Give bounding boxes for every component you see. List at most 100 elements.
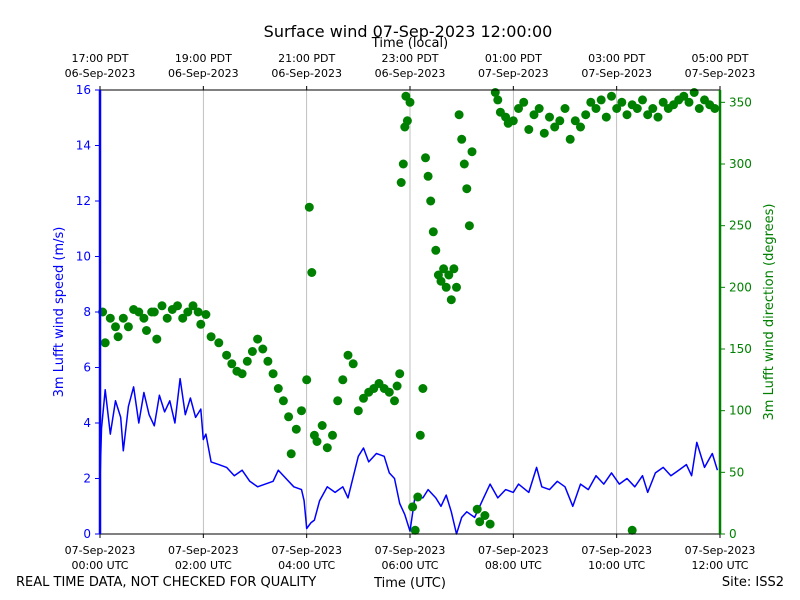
bottom-tick-date: 07-Sep-2023 [168,544,239,557]
wind-direction-point [545,112,554,122]
wind-direction-point [157,301,167,311]
wind-direction-point [297,406,306,416]
wind-direction-point [459,159,469,169]
left-tick-label: 10 [76,250,91,264]
bottom-tick-date: 07-Sep-2023 [65,544,136,557]
wind-direction-point [111,322,120,332]
right-tick-label: 0 [729,527,737,541]
left-tick-label: 6 [83,361,91,375]
wind-direction-point [317,421,327,430]
wind-direction-point [100,338,110,348]
left-tick-label: 4 [83,416,91,430]
wind-direction-point [359,393,368,403]
wind-direction-point [118,313,128,323]
wind-direction-point [227,359,237,369]
wind-direction-point [658,97,668,107]
top-tick-date: 07-Sep-2023 [581,67,652,80]
wind-direction-point [206,332,216,342]
wind-direction-point [278,396,288,406]
wind-direction-point [622,110,632,120]
right-tick-label: 350 [729,95,752,109]
wind-direction-point [519,97,529,107]
left-tick-label: 2 [83,472,91,486]
wind-direction-point [586,97,596,107]
left-axis-label: 3m Lufft wind speed (m/s) [52,227,67,398]
quality-disclaimer: REAL TIME DATA, NOT CHECKED FOR QUALITY [16,575,317,590]
right-tick-label: 300 [729,157,752,171]
wind-direction-point [428,227,438,237]
wind-direction-point [196,319,206,329]
left-tick-label: 0 [83,527,91,541]
wind-direction-point [415,430,425,440]
wind-speed-line [99,377,719,535]
wind-direction-point [485,519,495,529]
right-tick-label: 200 [729,280,752,294]
wind-direction-point [560,104,570,113]
top-tick-time: 01:00 PDT [485,52,542,65]
wind-direction-point [431,245,441,255]
bottom-tick-date: 07-Sep-2023 [375,544,446,557]
wind-direction-point [242,356,252,366]
wind-direction-point [524,125,534,134]
wind-direction-point [348,359,358,369]
wind-direction-point [462,184,472,194]
wind-direction-point [322,443,332,453]
wind-direction-point [694,104,704,113]
wind-direction-point [398,159,408,169]
wind-direction-point [253,334,263,344]
left-tick-label: 12 [76,194,91,208]
wind-direction-point [679,91,689,101]
wind-direction-point [612,104,622,113]
top-tick-time: 03:00 PDT [588,52,645,65]
wind-direction-point [555,116,565,126]
wind-direction-point [105,313,115,323]
wind-direction-point [178,313,188,323]
wind-direction-point [467,147,477,157]
left-tick-label: 14 [76,139,91,153]
wind-direction-point [134,307,144,317]
bottom-tick-time: 02:00 UTC [175,559,232,572]
wind-direction-point [193,307,203,317]
wind-speed-series [99,377,719,535]
wind-direction-point [710,104,720,113]
wind-direction-point [268,369,278,379]
wind-direction-point [222,350,232,360]
wind-direction-point [454,110,464,120]
wind-direction-point [565,134,575,144]
wind-direction-point [601,112,611,122]
wind-direction-point [534,104,544,113]
right-axis-label: 3m Lufft wind direction (degrees) [762,204,777,421]
wind-direction-point [188,301,198,311]
wind-direction-point [684,97,694,107]
top-tick-date: 07-Sep-2023 [685,67,756,80]
wind-direction-point [149,307,159,317]
bottom-tick-date: 07-Sep-2023 [685,544,756,557]
top-tick-time: 19:00 PDT [175,52,232,65]
wind-direction-point [581,110,591,120]
wind-direction-point [529,110,539,120]
wind-direction-point [648,104,658,113]
bottom-tick-time: 08:00 UTC [485,559,542,572]
wind-direction-point [338,375,348,385]
wind-direction-point [152,334,162,344]
wind-direction-point [617,97,627,107]
right-tick-label: 50 [729,465,744,479]
wind-direction-point [247,347,257,356]
wind-direction-point [591,104,601,113]
wind-direction-point [444,270,454,280]
wind-direction-point [384,387,394,397]
wind-direction-point [396,178,406,187]
wind-direction-point [237,369,247,379]
wind-direction-point [214,338,224,348]
bottom-tick-date: 07-Sep-2023 [271,544,342,557]
wind-direction-point [392,381,402,391]
wind-direction-point [508,116,518,126]
wind-direction-point [390,396,399,406]
bottom-tick-time: 06:00 UTC [381,559,438,572]
wind-direction-point [441,282,451,292]
wind-direction-point [162,313,172,323]
wind-direction-point [291,424,301,434]
top-axis-label: Time (local) [371,36,448,51]
wind-direction-point [423,171,433,181]
